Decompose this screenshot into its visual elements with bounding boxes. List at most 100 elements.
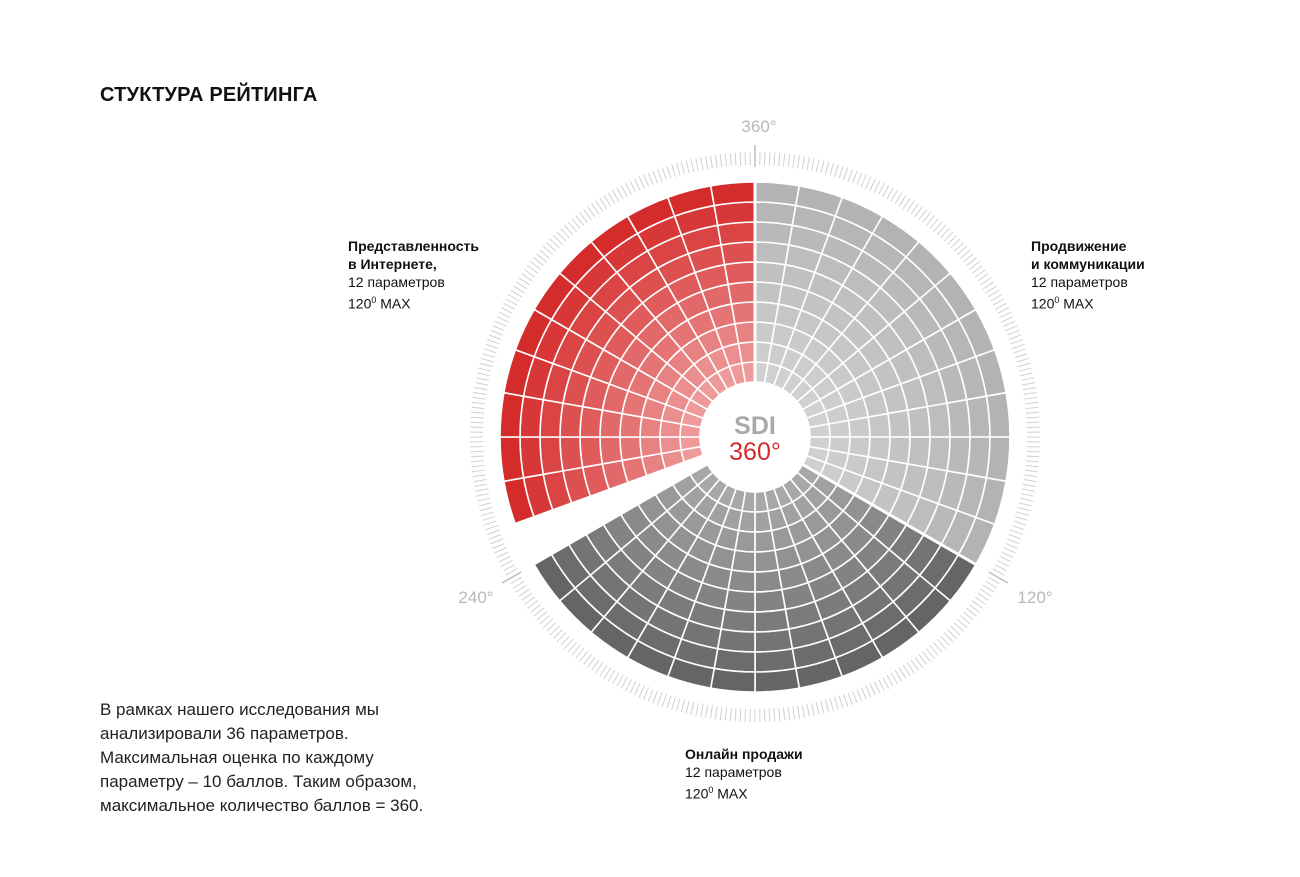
- tick-mark: [865, 176, 872, 189]
- tick-mark: [494, 547, 507, 554]
- tick-mark: [898, 667, 907, 679]
- tick-mark: [1007, 538, 1020, 545]
- score-cell: [579, 436, 604, 469]
- tick-mark: [910, 203, 919, 215]
- score-cell: [906, 436, 931, 469]
- segment-label-online-sales: Онлайн продажи 12 параметров 1200 MAX: [685, 745, 803, 803]
- tick-mark: [994, 302, 1007, 310]
- tick-mark: [787, 154, 791, 168]
- tick-mark: [607, 669, 616, 682]
- tick-mark: [1008, 334, 1022, 340]
- tick-mark: [470, 450, 484, 453]
- tick-mark: [472, 401, 486, 405]
- center-label-sdi: SDI: [734, 412, 776, 440]
- tick-mark: [579, 212, 588, 223]
- tick-mark: [980, 588, 992, 597]
- score-cell: [754, 628, 794, 653]
- tick-mark: [1016, 511, 1030, 517]
- tick-mark: [470, 455, 484, 458]
- tick-mark: [510, 289, 523, 298]
- tick-mark: [980, 277, 992, 286]
- tick-mark: [1021, 382, 1035, 386]
- tick-mark: [571, 645, 581, 656]
- segment-params: 12 параметров: [685, 764, 782, 780]
- score-cell: [559, 436, 584, 472]
- tick-mark: [990, 294, 1003, 302]
- tick-mark: [1020, 377, 1034, 381]
- tick-mark: [985, 580, 997, 589]
- tick-mark: [971, 600, 983, 609]
- tick-mark: [992, 568, 1005, 576]
- tick-mark: [820, 700, 825, 714]
- tick-mark: [485, 525, 498, 531]
- tick-mark: [690, 701, 695, 715]
- tick-mark: [933, 641, 943, 653]
- tick-mark: [966, 607, 977, 617]
- tick-mark: [1024, 474, 1038, 478]
- degree-marker-tick: [501, 571, 522, 584]
- tick-mark: [685, 700, 690, 714]
- wheel-grid: [513, 181, 978, 567]
- tick-mark: [719, 706, 723, 720]
- tick-mark: [1003, 320, 1016, 327]
- tick-mark: [595, 200, 604, 212]
- score-cell: [754, 261, 787, 286]
- tick-mark: [792, 154, 796, 168]
- tick-mark: [943, 231, 954, 242]
- tick-ring: [470, 145, 1040, 722]
- tick-mark: [560, 635, 570, 646]
- tick-mark: [974, 269, 986, 278]
- tick-mark: [657, 692, 663, 705]
- tick-mark: [661, 694, 667, 707]
- score-cell: [754, 241, 790, 266]
- score-cell: [965, 436, 991, 479]
- tick-mark: [700, 703, 704, 717]
- tick-mark: [575, 215, 585, 226]
- segment-divider: [801, 463, 978, 567]
- score-cell: [713, 201, 756, 227]
- tick-mark: [829, 162, 835, 176]
- tick-mark: [494, 320, 507, 327]
- tick-mark: [997, 560, 1010, 567]
- tick-mark: [500, 560, 513, 567]
- tick-mark: [634, 178, 641, 191]
- tick-mark: [616, 187, 624, 200]
- tick-mark: [724, 153, 728, 167]
- tick-mark: [878, 182, 885, 195]
- segment-params: 12 параметров: [348, 274, 445, 290]
- tick-mark: [963, 611, 974, 621]
- score-cell: [887, 436, 911, 465]
- tick-mark: [734, 152, 737, 166]
- tick-mark: [599, 664, 608, 677]
- score-cell: [965, 395, 991, 438]
- score-cell: [754, 647, 797, 673]
- tick-mark: [709, 155, 713, 169]
- tick-mark: [553, 628, 564, 639]
- tick-mark: [906, 200, 915, 212]
- tick-mark: [527, 265, 539, 274]
- segment-max: 1200 MAX: [1031, 295, 1094, 312]
- tick-mark: [478, 367, 492, 372]
- tick-mark: [473, 479, 487, 483]
- tick-mark: [739, 152, 742, 166]
- tick-mark: [773, 152, 776, 166]
- tick-mark: [894, 192, 903, 205]
- tick-mark: [782, 707, 786, 721]
- tick-mark: [612, 672, 620, 685]
- tick-mark: [553, 235, 564, 246]
- tick-mark: [925, 648, 935, 659]
- tick-mark: [724, 707, 728, 721]
- score-cell: [709, 181, 756, 207]
- tick-mark: [847, 169, 853, 182]
- tick-mark: [567, 641, 577, 653]
- score-cell: [827, 419, 851, 438]
- tick-mark: [471, 406, 485, 410]
- tick-mark: [695, 158, 699, 172]
- tick-mark: [556, 632, 567, 643]
- tick-mark: [1007, 329, 1020, 336]
- tick-mark: [479, 362, 493, 368]
- tick-mark: [579, 651, 588, 662]
- segment-params: 12 параметров: [1031, 274, 1128, 290]
- tick-mark: [643, 174, 650, 187]
- tick-mark: [922, 212, 931, 223]
